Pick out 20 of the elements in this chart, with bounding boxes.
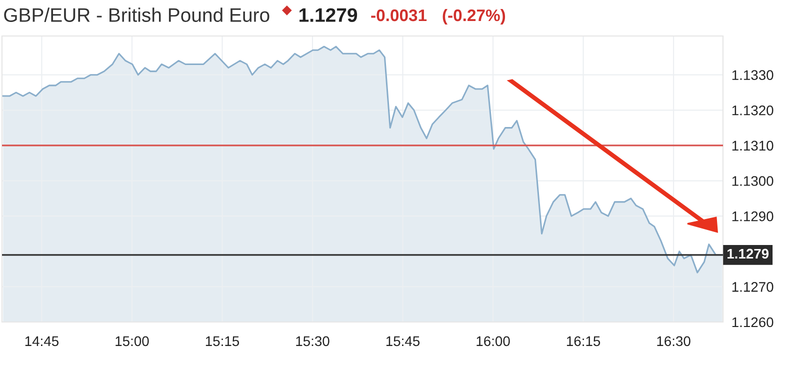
x-tick-label: 15:30 bbox=[296, 336, 330, 346]
y-tick-label: 1.1260 bbox=[732, 317, 774, 328]
y-tick-label: 1.1310 bbox=[732, 140, 774, 151]
y-tick-label: 1.1290 bbox=[732, 211, 774, 222]
y-tick-label: 1.1270 bbox=[732, 282, 774, 292]
x-tick-label: 16:30 bbox=[657, 336, 690, 346]
y-tick-label: 1.1300 bbox=[732, 176, 774, 186]
x-tick-label: 16:00 bbox=[476, 336, 510, 346]
x-tick-label: 15:15 bbox=[206, 336, 240, 346]
ref-line-label: 1.1279 bbox=[727, 248, 769, 259]
text: 1.1279 bbox=[300, 8, 358, 22]
text: -0.0031 bbox=[371, 9, 427, 22]
x-tick-label: 15:45 bbox=[386, 336, 420, 346]
x-tick-label: 14:45 bbox=[25, 336, 59, 346]
x-tick-label: 16:15 bbox=[566, 336, 600, 346]
x-tick-label: 15:00 bbox=[116, 336, 149, 346]
chart-title: GBP/EUR - British Pound Euro bbox=[4, 8, 270, 22]
y-tick-label: 1.1320 bbox=[732, 105, 774, 116]
text: (-0.27%) bbox=[442, 8, 506, 25]
y-tick-label: 1.1330 bbox=[732, 70, 774, 80]
